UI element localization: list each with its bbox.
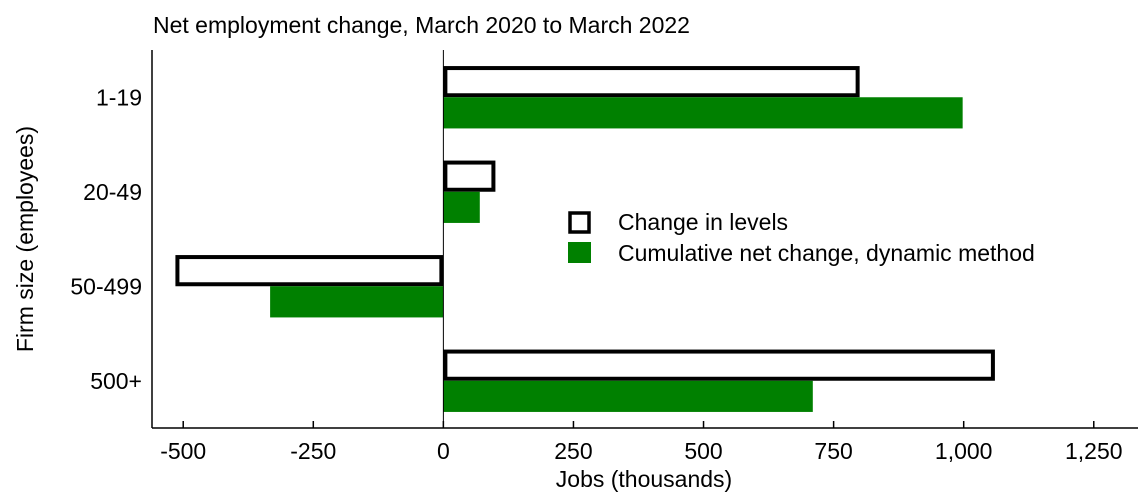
bar-change-in-levels-20-49	[443, 160, 496, 192]
legend-label-change-in-levels: Change in levels	[618, 209, 788, 235]
bar-change-in-levels-50-499	[175, 255, 444, 287]
x-axis-label: Jobs (thousands)	[556, 466, 732, 492]
bar-cumulative-net-change-dynamic-method-500	[443, 380, 813, 412]
x-tick-label: -250	[290, 438, 336, 464]
x-ticks: -500 -250 0 250 500 750 1,000 1,250	[160, 421, 1123, 464]
legend-swatch-change-in-levels	[568, 211, 591, 234]
y-tick-label-1-19: 1-19	[96, 84, 142, 110]
bar-change-in-levels-500	[443, 349, 995, 381]
bar-cumulative-net-change-dynamic-method-50-499	[270, 286, 444, 318]
y-tick-label-20-49: 20-49	[83, 179, 142, 205]
x-tick-label: 250	[554, 438, 592, 464]
bar-change-in-levels-1-19	[443, 66, 860, 98]
bars-layer	[175, 66, 995, 412]
x-tick-label: -500	[160, 438, 206, 464]
x-tick-label: 500	[684, 438, 722, 464]
x-tick-label: 750	[814, 438, 852, 464]
x-tick-label: 0	[437, 438, 450, 464]
legend: Change in levels Cumulative net change, …	[568, 209, 1035, 266]
y-axis-label: Firm size (employees)	[12, 126, 38, 352]
legend-label-cumulative-net-change: Cumulative net change, dynamic method	[618, 240, 1035, 266]
y-ticks: 1-19 20-49 50-499 500+	[70, 84, 142, 394]
legend-swatch-cumulative-net-change	[568, 242, 591, 263]
bar-cumulative-net-change-dynamic-method-20-49	[443, 191, 480, 223]
x-tick-label: 1,000	[935, 438, 993, 464]
x-tick-label: 1,250	[1065, 438, 1123, 464]
chart-title: Net employment change, March 2020 to Mar…	[153, 12, 690, 38]
y-tick-label-500: 500+	[90, 368, 142, 394]
y-tick-label-50-499: 50-499	[70, 273, 142, 299]
bar-cumulative-net-change-dynamic-method-1-19	[443, 97, 963, 129]
